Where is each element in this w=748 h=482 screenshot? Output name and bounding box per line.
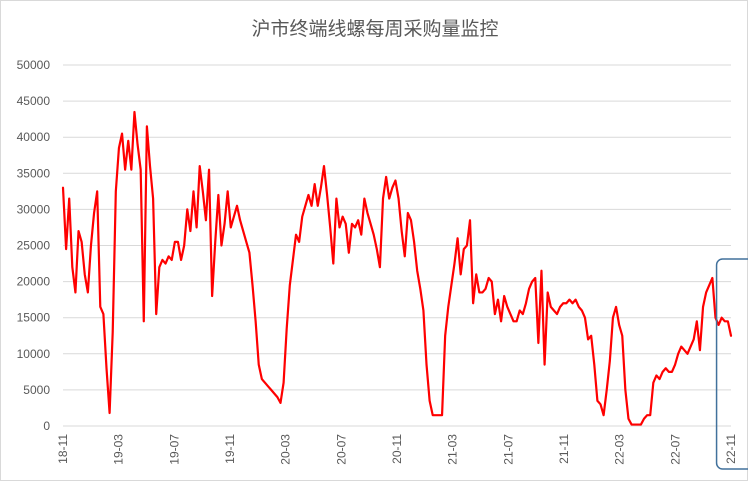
highlight-layer <box>715 258 748 470</box>
y-tick-label: 10000 <box>17 347 51 361</box>
x-tick-label: 18-11 <box>56 434 70 464</box>
x-axis-ticks: 18-11 19-03 19-07 19-11 20-03 20-07 20-11 21-03… <box>56 434 738 465</box>
y-tick-label: 35000 <box>17 166 51 180</box>
x-tick-label: 21-03 <box>446 434 460 465</box>
y-tick-label: 50000 <box>17 58 51 72</box>
x-tick-label: 19-03 <box>112 434 126 465</box>
series-line-0 <box>61 110 733 426</box>
y-tick-label: 5000 <box>23 383 50 397</box>
x-tick-label: 21-11 <box>557 434 571 464</box>
y-tick-label: 0 <box>43 419 50 433</box>
chart-title: 沪市终端线螺每周采购量监控 <box>251 18 498 40</box>
y-tick-label: 30000 <box>17 202 51 216</box>
x-tick-label: 22-07 <box>668 434 682 465</box>
x-tick-label: 20-11 <box>390 434 404 464</box>
gridlines <box>63 64 731 427</box>
y-tick-label: 15000 <box>17 311 51 325</box>
x-tick-label: 19-07 <box>167 434 181 465</box>
x-tick-label: 20-07 <box>334 434 348 465</box>
y-tick-label: 25000 <box>17 239 51 253</box>
highlight-box <box>715 258 748 470</box>
series-layer <box>61 110 733 426</box>
x-tick-label: 21-07 <box>501 434 515 465</box>
y-tick-label: 40000 <box>17 130 51 144</box>
y-axis-ticks: 0 5000 10000 15000 20000 25000 30000 35000 40000… <box>17 58 51 433</box>
x-tick-label: 22-03 <box>613 434 627 465</box>
y-tick-label: 45000 <box>17 94 51 108</box>
x-tick-label: 22-11 <box>724 434 738 464</box>
y-tick-label: 20000 <box>17 275 51 289</box>
x-tick-label: 20-03 <box>279 434 293 465</box>
x-tick-label: 19-11 <box>223 434 237 464</box>
